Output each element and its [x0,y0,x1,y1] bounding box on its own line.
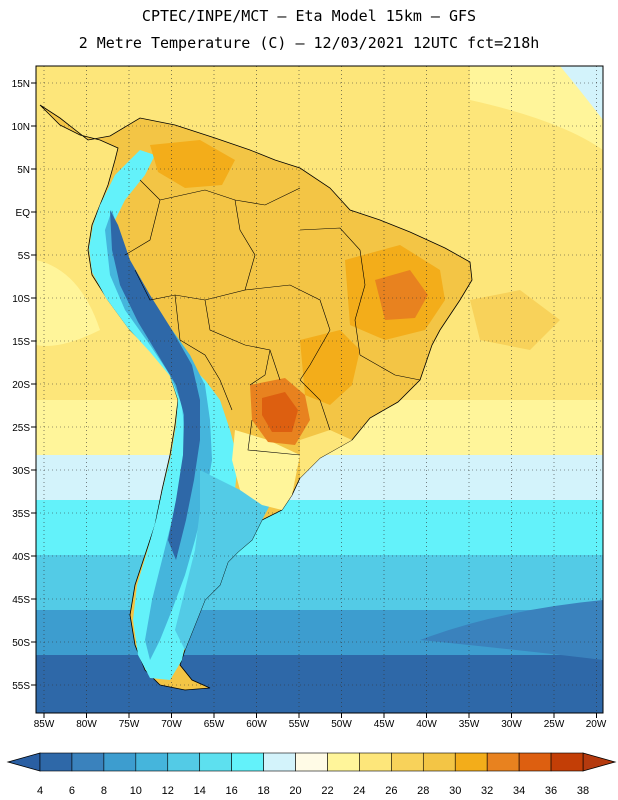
atlantic-warm-spot [470,290,560,350]
lat-label: 10N [12,122,30,133]
colorbar-label: 36 [545,785,557,797]
lat-label: 35S [12,509,30,520]
lat-label: 30S [12,466,30,477]
northeast-brazil-hotter-spot [375,270,428,320]
colorbar-swatch [167,752,200,772]
colorbar-swatch [422,752,456,772]
border-lines [124,179,421,456]
lat-label: 5N [17,165,30,176]
colorbar-swatch [454,752,488,772]
lon-label: 40W [416,719,437,730]
colorbar-swatch [103,752,137,772]
colorbar-label: 26 [385,785,397,797]
colorbar-label: 16 [226,785,238,797]
colorbar-label: 6 [69,785,75,797]
ocean-light-patch-ne [560,66,603,120]
lon-label: 65W [204,719,225,730]
lat-label: 10S [12,294,30,305]
colorbar-label: 20 [289,785,301,797]
colorbar-swatch [327,752,360,772]
central-brazil-hot-spot [300,330,360,405]
colorbar-label: 8 [101,785,107,797]
map-title-line-1: CPTEC/INPE/MCT – Eta Model 15km – GFS [141,7,477,25]
colorbar-label: 18 [257,785,269,797]
lon-label: 60W [246,719,267,730]
lon-label: 50W [331,719,352,730]
lon-label: 55W [289,719,310,730]
colorbar-swatch [359,752,392,772]
colorbar-swatch [231,752,264,772]
colorbar-swatch [39,752,73,772]
lon-label: 80W [76,719,97,730]
colorbar-label: 22 [321,785,333,797]
lat-label: 25S [12,423,30,434]
colorbar-label: 30 [449,785,461,797]
lon-label: 85W [34,719,55,730]
colorbar-label: 34 [513,785,525,797]
colorbar-label: 14 [194,785,206,797]
color-scale-legend: 4 6 8 10 12 14 16 18 20 22 24 26 28 30 32 34 36 38 [6,752,617,797]
colorbar-swatch [518,752,552,772]
lat-label: 20S [12,380,30,391]
colorbar-swatch [486,752,520,772]
lat-label: 15S [12,337,30,348]
ocean-band-cold [36,555,603,610]
andes-colder-zone [105,210,212,660]
lon-label: 20W [586,719,607,730]
colorbar-swatch [71,752,105,772]
colorbar-label: 10 [130,785,142,797]
map-title-line-2: 2 Metre Temperature (C) – 12/03/2021 12U… [78,34,540,52]
colorbar-swatch [295,752,328,772]
colorbar-swatch [263,752,296,772]
lat-label: 15N [12,79,30,90]
lat-label: 50S [12,638,30,649]
lat-label: 5S [18,251,31,262]
colorbar-label: 12 [162,785,174,797]
lon-label: 35W [459,719,480,730]
ocean-warm-patch-ne [470,66,603,150]
colorbar-label: 4 [37,785,43,797]
lat-label: 55S [12,681,30,692]
ocean-warm-patch-west [36,260,100,346]
andes-coldest-zone [110,210,200,560]
map-frame [35,65,604,714]
colorbar-swatch [550,752,584,772]
lon-label: 70W [161,719,182,730]
paraguay-hotter-spot [262,392,298,432]
colorbar-label: 28 [417,785,429,797]
colombia-hot-spot [150,140,235,188]
ocean-band-coldest [36,655,603,713]
colorbar-label: 24 [353,785,365,797]
colorbar-high-arrow [582,752,617,772]
colorbar-swatch [391,752,424,772]
ocean-band-cool [36,500,603,555]
lon-label: 25W [544,719,565,730]
colorbar-label: 32 [481,785,493,797]
lon-label: 45W [374,719,395,730]
colorbar-low-arrow [6,752,41,772]
patagonia-cool-zone [175,470,270,650]
colorbar-swatch [135,752,169,772]
southern-brazil-zone [300,430,352,478]
lon-label: 75W [119,719,140,730]
ocean-band-mid [36,455,603,500]
lat-label: EQ [16,208,31,219]
lon-label: 30W [501,719,522,730]
lat-label: 45S [12,595,30,606]
colorbar-swatch [199,752,232,772]
colorbar-label: 38 [577,785,589,797]
lat-label: 40S [12,552,30,563]
